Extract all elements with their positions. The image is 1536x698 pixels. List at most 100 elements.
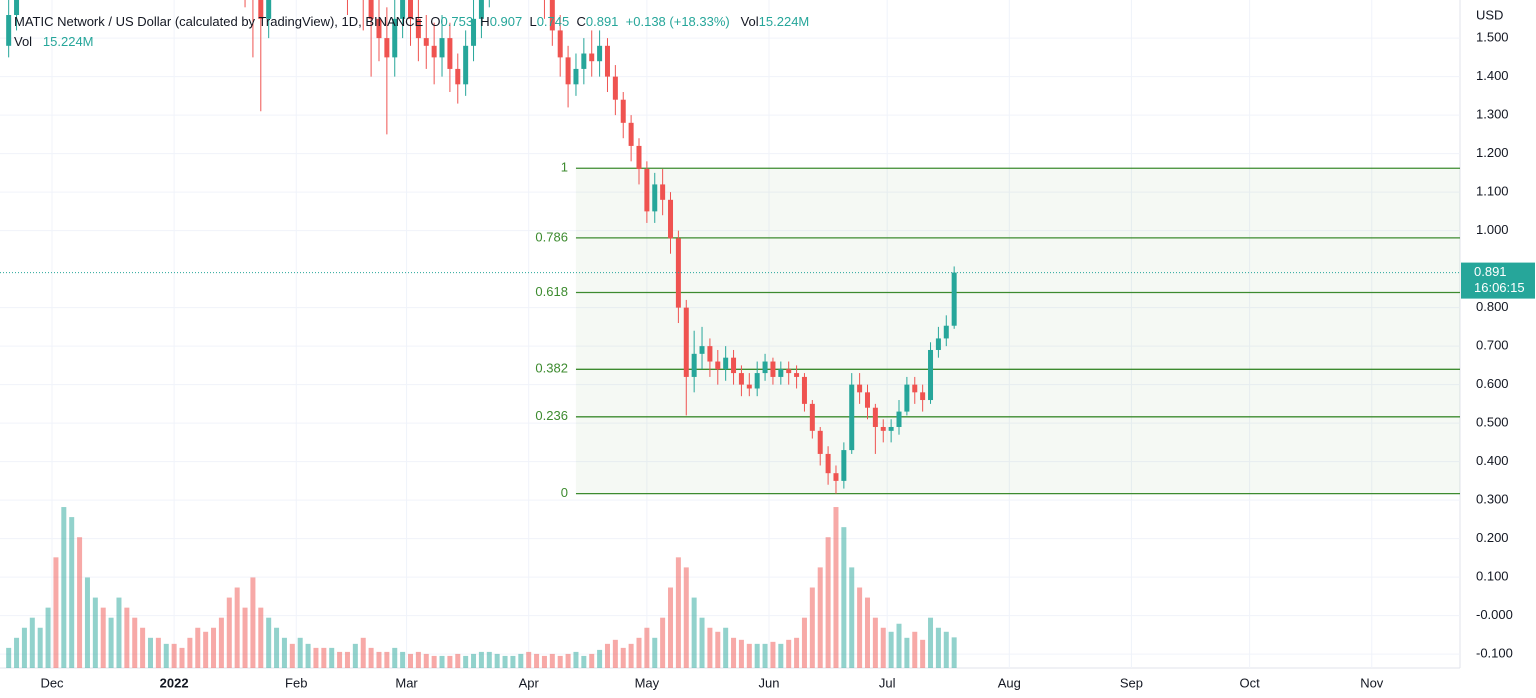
candle-body bbox=[801, 376, 807, 404]
volume-bar bbox=[636, 637, 642, 668]
volume-bar bbox=[786, 639, 792, 668]
volume-bar bbox=[289, 643, 295, 668]
y-tick-label: 0.300 bbox=[1476, 492, 1509, 507]
candle-body bbox=[762, 361, 768, 374]
y-tick-label: 0.500 bbox=[1476, 415, 1509, 430]
volume-bar bbox=[69, 517, 75, 668]
volume-bar bbox=[833, 507, 839, 668]
volume-bar bbox=[6, 647, 12, 668]
volume-bar bbox=[203, 631, 209, 668]
volume-bar bbox=[21, 627, 27, 668]
volume-bar bbox=[841, 527, 847, 668]
volume-bar bbox=[510, 655, 516, 668]
volume-bar bbox=[376, 651, 382, 668]
volume-bar bbox=[557, 655, 563, 668]
volume-bar bbox=[250, 577, 256, 668]
y-tick-label: 0.600 bbox=[1476, 376, 1509, 391]
candle-body bbox=[794, 373, 800, 377]
last-price-label: 0.891 bbox=[1474, 264, 1507, 279]
y-tick-label: 0.100 bbox=[1476, 569, 1509, 584]
volume-bar bbox=[683, 567, 689, 668]
volume-bar bbox=[620, 647, 626, 668]
candle-body bbox=[660, 184, 666, 200]
volume-bar bbox=[794, 637, 800, 668]
candle-body bbox=[368, 0, 374, 19]
last-price-box bbox=[1461, 262, 1535, 299]
volume-bar bbox=[675, 557, 681, 668]
candle-body bbox=[841, 450, 847, 481]
plot-area bbox=[0, 0, 1460, 668]
candle-body bbox=[612, 76, 618, 100]
volume-bar bbox=[147, 637, 153, 668]
volume-bar bbox=[400, 651, 406, 668]
candle-body bbox=[565, 57, 571, 85]
volume-bar bbox=[825, 537, 831, 668]
volume-bar bbox=[723, 627, 729, 668]
volume-bar bbox=[707, 627, 713, 668]
volume-bar bbox=[912, 631, 918, 668]
candle-body bbox=[439, 38, 445, 58]
candle-body bbox=[731, 357, 737, 374]
volume-bar bbox=[951, 637, 957, 668]
candle-body bbox=[691, 353, 697, 377]
volume-bar bbox=[218, 617, 224, 668]
volume-bar bbox=[140, 627, 146, 668]
candle-body bbox=[455, 68, 461, 85]
volume-bar bbox=[14, 637, 20, 668]
candle-body bbox=[864, 392, 870, 408]
candle-body bbox=[447, 38, 453, 69]
candle-body bbox=[471, 18, 477, 46]
candle-body bbox=[266, 0, 272, 19]
volume-bar bbox=[132, 617, 138, 668]
volume-bar bbox=[526, 651, 532, 668]
volume-bar bbox=[195, 627, 201, 668]
volume-bar bbox=[943, 631, 949, 668]
volume-bar bbox=[471, 653, 477, 668]
ohlc-label: O bbox=[430, 14, 441, 29]
y-tick-label: 0.700 bbox=[1476, 338, 1509, 353]
volume-bar bbox=[242, 607, 248, 668]
volume-bar bbox=[124, 607, 130, 668]
y-tick-label: -0.000 bbox=[1476, 607, 1513, 622]
volume-bar bbox=[502, 655, 508, 668]
candle-body bbox=[849, 384, 855, 451]
candle-body bbox=[943, 325, 949, 339]
y-tick-label: 1.300 bbox=[1476, 107, 1509, 122]
volume-bar bbox=[171, 643, 177, 668]
x-tick-label: May bbox=[635, 675, 660, 690]
candle-body bbox=[668, 199, 674, 239]
fib-zone bbox=[575, 168, 1460, 494]
volume-bar bbox=[329, 647, 335, 668]
fib-label: 1 bbox=[561, 160, 568, 175]
header-row: MATIC Network / US Dollar (calculated by… bbox=[14, 12, 809, 32]
volume-bar bbox=[29, 617, 35, 668]
volume-bar bbox=[872, 617, 878, 668]
volume-bar bbox=[849, 567, 855, 668]
x-tick-label: Dec bbox=[40, 675, 64, 690]
candle-body bbox=[912, 384, 918, 393]
volume-bar bbox=[455, 653, 461, 668]
volume-bar bbox=[660, 617, 666, 668]
volume-bar bbox=[187, 637, 193, 668]
volume-bar bbox=[904, 637, 910, 668]
volume-bar bbox=[801, 617, 807, 668]
symbol-title: MATIC Network / US Dollar (calculated by… bbox=[14, 14, 424, 29]
volume-bar bbox=[37, 627, 43, 668]
volume-bar bbox=[928, 617, 934, 668]
candle-body bbox=[400, 0, 406, 19]
volume-bar bbox=[305, 643, 311, 668]
y-tick-label: 1.000 bbox=[1476, 222, 1509, 237]
candle-body bbox=[573, 68, 579, 85]
candle-body bbox=[463, 45, 469, 85]
volume-bar bbox=[274, 627, 280, 668]
candle-body bbox=[872, 407, 878, 427]
candle-body bbox=[431, 45, 437, 58]
candle-body bbox=[628, 122, 634, 146]
volume-bar bbox=[100, 607, 106, 668]
fib-label: 0.382 bbox=[535, 361, 568, 376]
volume-bar bbox=[344, 651, 350, 668]
candle-body bbox=[935, 338, 941, 350]
volume-bar bbox=[61, 507, 67, 668]
volume-bar bbox=[447, 655, 453, 668]
